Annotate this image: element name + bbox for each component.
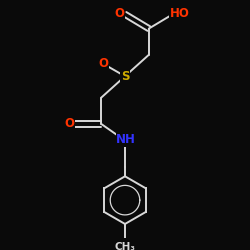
Text: O: O xyxy=(64,118,74,130)
Text: S: S xyxy=(121,70,129,83)
Text: O: O xyxy=(114,6,124,20)
Text: HO: HO xyxy=(170,6,190,20)
Text: NH: NH xyxy=(116,133,136,146)
Text: CH₃: CH₃ xyxy=(114,242,136,250)
Text: O: O xyxy=(98,57,108,70)
